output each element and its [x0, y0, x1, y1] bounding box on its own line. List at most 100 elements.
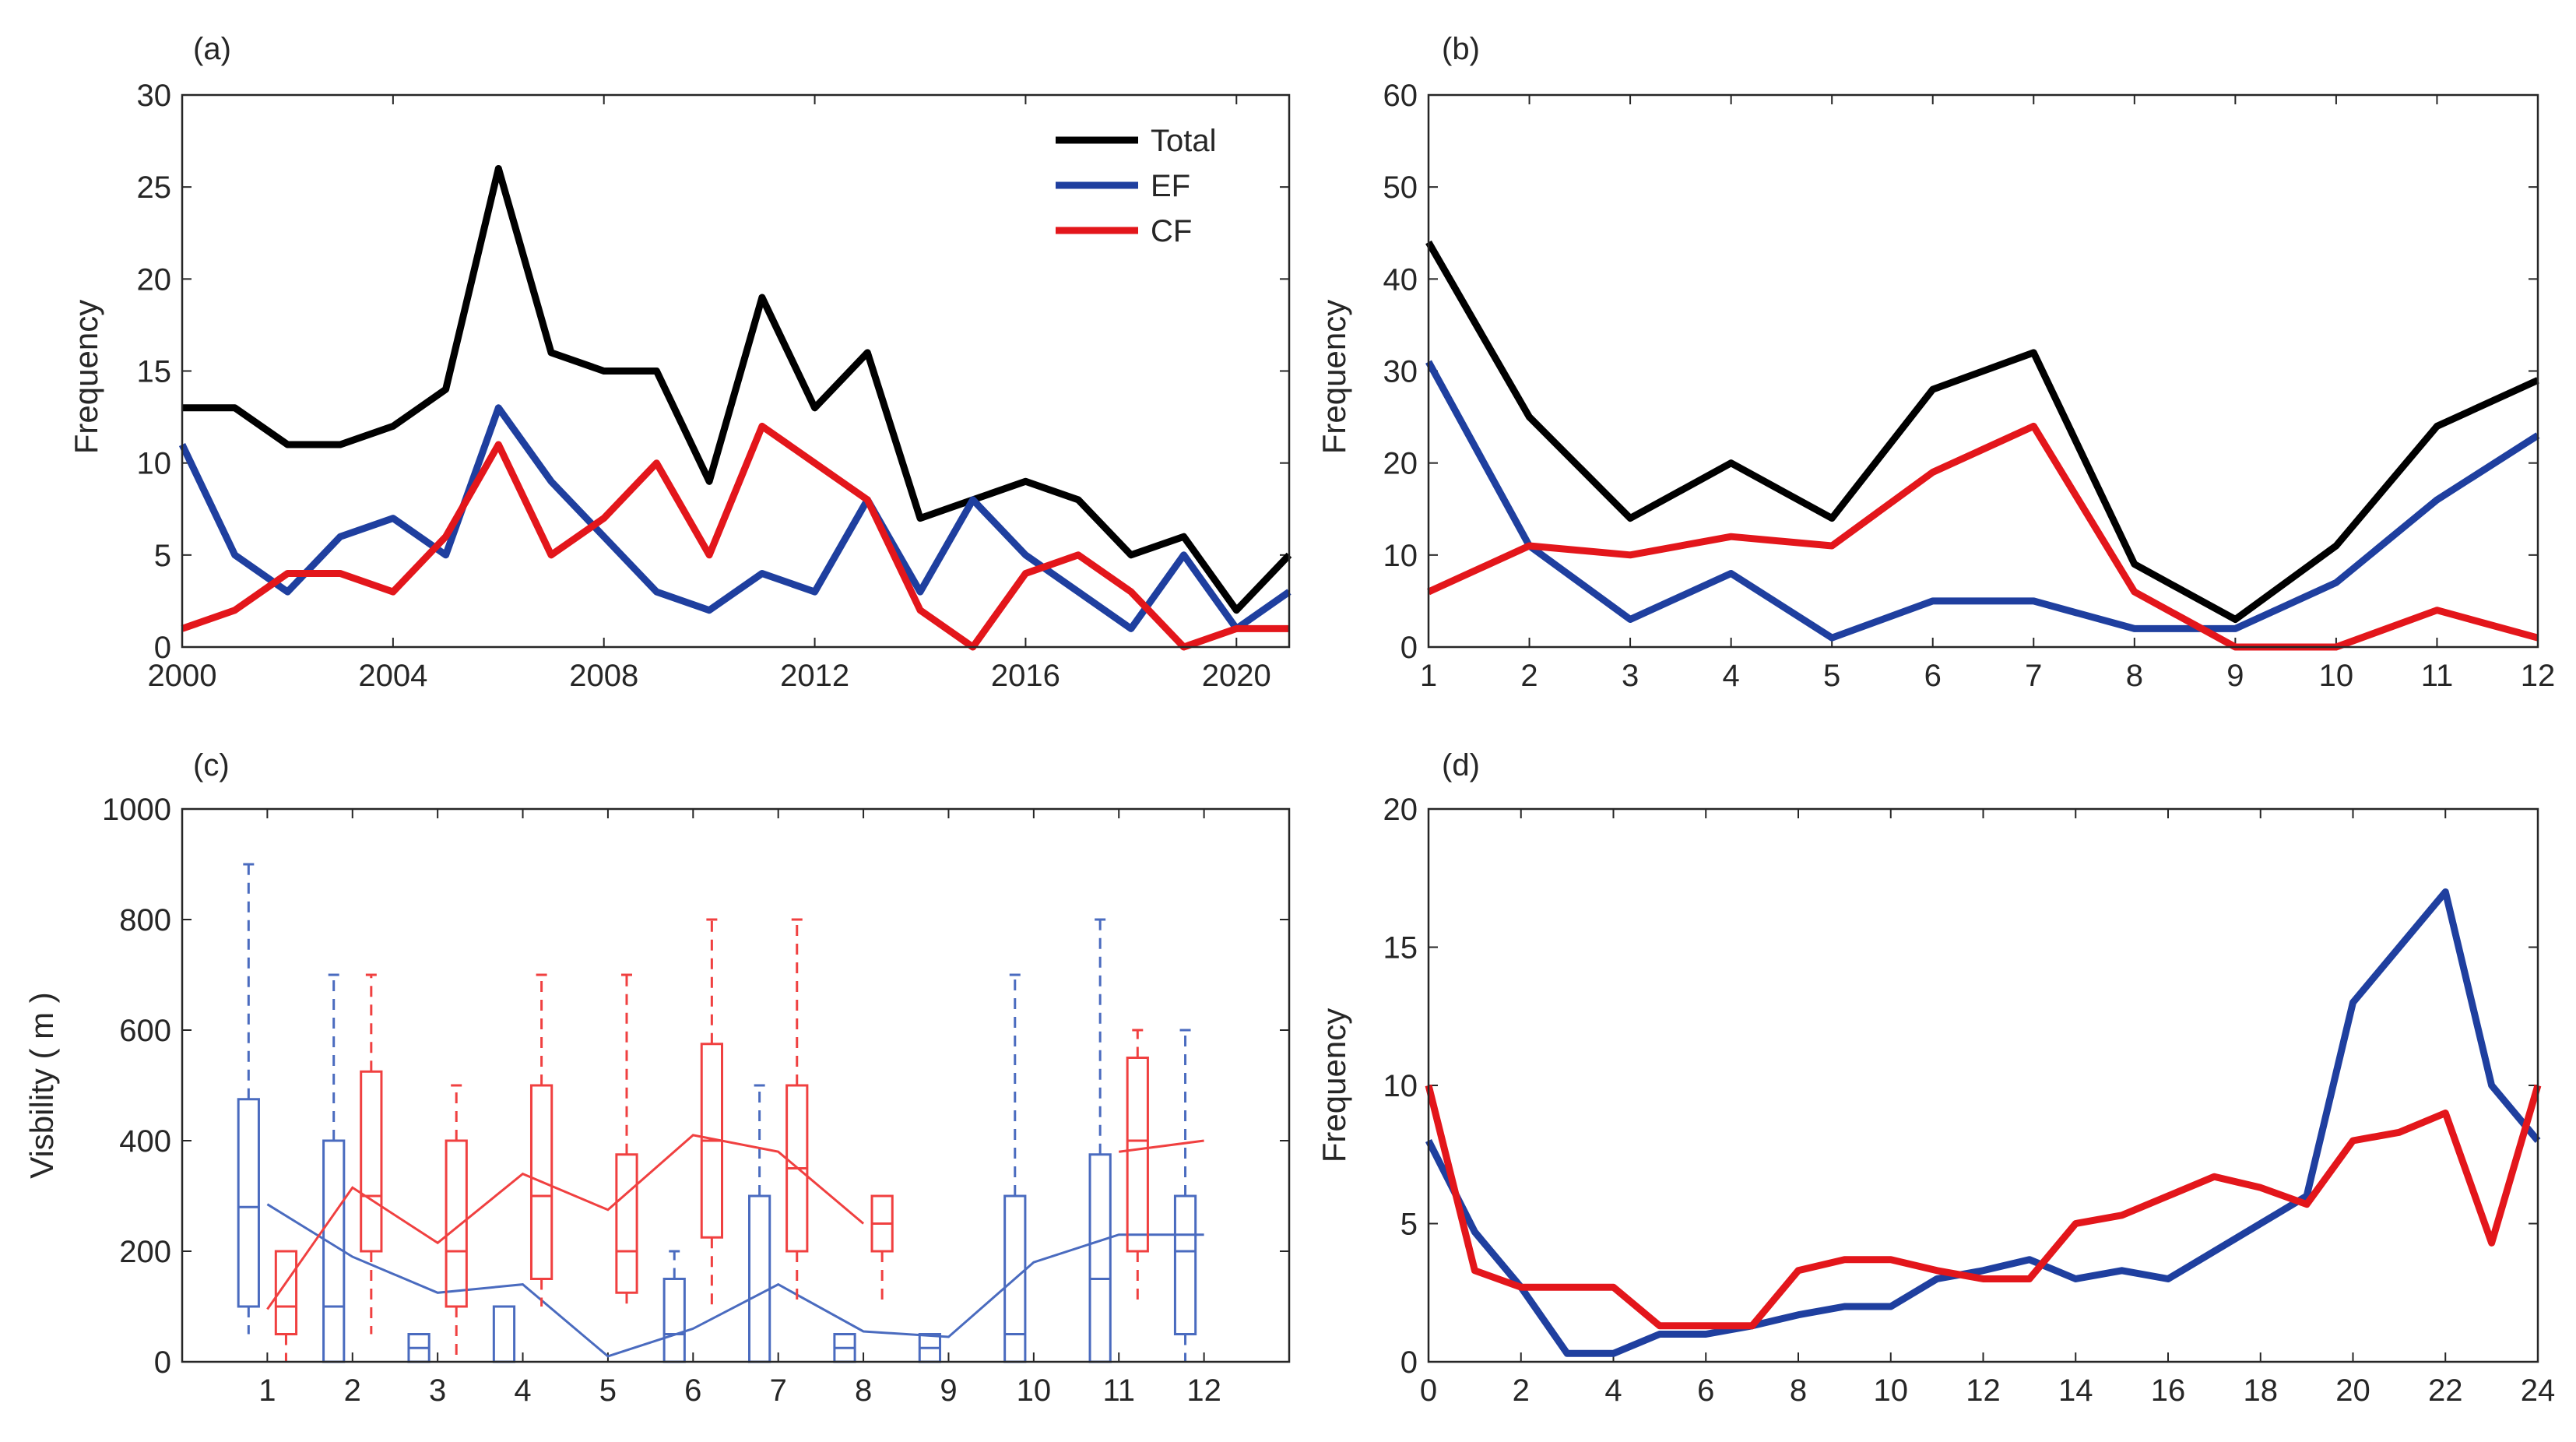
panel-c-ef-iqr-box: [1173, 1194, 1197, 1335]
panel-b-ef-line: [1425, 360, 2540, 642]
panel-c-xticks: 1 2 3 4 5 6 7 8 9 10 11 12: [258, 809, 1221, 1408]
panel-b-frame: [1427, 93, 2539, 649]
panel-b-xtick-label: 12: [2521, 659, 2556, 693]
panel-c-ef-box-month-8: [833, 1333, 856, 1363]
panel-a: (a) Frequency 2000 2004 2008 2012 2016 2020 0…: [68, 32, 1292, 693]
panel-c-ytick-label: 200: [119, 1235, 171, 1269]
panel-d-ef-line: [1425, 888, 2541, 1357]
panel-a-ytick-label: 10: [137, 447, 172, 481]
panel-b-ytick-label: 60: [1383, 79, 1418, 113]
panel-a-xtick-label: 2008: [569, 659, 638, 693]
panel-c-ef-box-month-3: [407, 1333, 431, 1363]
panel-b-ytick-label: 20: [1383, 447, 1418, 481]
panel-d-series: [1425, 888, 2542, 1357]
panel-c-ef-box-month-11: [1088, 918, 1112, 1363]
panel-d-xtick-label: 0: [1420, 1373, 1437, 1408]
panel-b-xtick-label: 10: [2319, 659, 2354, 693]
panel-a-ytick-label: 20: [137, 262, 172, 297]
panel-c-ef-iqr-box: [237, 1098, 260, 1308]
panel-c-xtick-label: 11: [1102, 1373, 1135, 1408]
panel-b-label: (b): [1442, 32, 1480, 66]
panel-b-xtick-label: 3: [1622, 659, 1639, 693]
panel-c-cf-box-month-5: [615, 973, 638, 1307]
panel-d-ytick-label: 10: [1383, 1069, 1418, 1103]
panel-c-xtick-label: 5: [599, 1373, 617, 1408]
panel-b-ytick-label: 10: [1383, 539, 1418, 573]
panel-b-xtick-label: 1: [1420, 659, 1437, 693]
panel-c-cf-box-month-11: [1126, 1029, 1149, 1307]
panel-d-xtick-label: 6: [1697, 1373, 1714, 1408]
panel-b-xtick-label: 7: [2025, 659, 2042, 693]
panel-c-ef-iqr-box: [492, 1305, 516, 1363]
panel-c-cf-iqr-box: [529, 1084, 554, 1280]
panel-c-ytick-label: 1000: [102, 793, 171, 827]
panel-c-label: (c): [193, 748, 230, 783]
panel-a-xtick-label: 2012: [780, 659, 849, 693]
panel-d-frame: [1427, 807, 2539, 1363]
panel-c-xtick-label: 4: [514, 1373, 531, 1408]
panel-b-xtick-label: 5: [1823, 659, 1840, 693]
panel-d-xtick-label: 20: [2335, 1373, 2370, 1408]
panel-c-yticks: 0 200 400 600 800 1000: [102, 793, 1289, 1380]
panel-c-xtick-label: 7: [770, 1373, 787, 1408]
panel-d-ytick-label: 20: [1383, 793, 1418, 827]
panel-c-ytick-label: 800: [119, 903, 171, 937]
panel-c-ef-iqr-box: [1088, 1153, 1112, 1363]
panel-c-cf-mean-line: [1119, 1139, 1204, 1153]
panel-c-ef-iqr-box: [662, 1278, 686, 1363]
panel-a-series: [178, 165, 1292, 651]
panel-c-frame: [181, 807, 1291, 1363]
panel-c-cf-iqr-box: [1126, 1057, 1149, 1253]
panel-c-ef-box-month-10: [1003, 973, 1027, 1363]
panel-b-xtick-label: 4: [1723, 659, 1740, 693]
panel-a-total-line: [182, 165, 1292, 614]
panel-c-ef-box-month-1: [237, 863, 260, 1335]
panel-a-xtick-label: 2000: [148, 659, 217, 693]
panel-c-xtick-label: 12: [1186, 1373, 1221, 1408]
panel-c-ef-box-month-12: [1173, 1029, 1197, 1362]
panel-a-label: (a): [193, 32, 231, 66]
panel-a-ytick-label: 25: [137, 171, 172, 205]
panel-d-ytick-label: 15: [1383, 931, 1418, 965]
panel-b-ytick-label: 40: [1383, 262, 1418, 297]
panel-d-yticks: 0 5 10 15 20: [1383, 793, 2538, 1380]
legend-cf-label: CF: [1151, 214, 1192, 248]
panel-d: (d) Frequency 0 2 4 6 8 10 12 14 16 18 20 22 24 0510…: [1316, 748, 2555, 1408]
panel-d-xtick-label: 16: [2151, 1373, 2186, 1408]
panel-c-cf-box-month-1: [274, 1250, 298, 1362]
panel-d-ytick-label: 0: [1400, 1345, 1418, 1380]
panel-c-ef-iqr-box: [748, 1194, 771, 1363]
panel-c-cf-box-month-3: [445, 1084, 468, 1362]
panel-b-xtick-label: 11: [2421, 659, 2454, 693]
panel-b-ytick-label: 50: [1383, 171, 1418, 205]
panel-a-ytick-label: 30: [137, 79, 172, 113]
panel-b-ytick-label: 0: [1400, 631, 1418, 665]
panel-c-ytick-label: 600: [119, 1014, 171, 1048]
panel-b-xtick-label: 6: [1924, 659, 1942, 693]
panel-b-xticks: 1 2 3 4 5 6 7 8 9 10 11 12: [1420, 95, 2555, 693]
panel-c-xtick-label: 3: [429, 1373, 446, 1408]
panel-c-xtick-label: 2: [344, 1373, 361, 1408]
panel-c-cf-iqr-box: [445, 1139, 468, 1308]
panel-c-ef-box-month-6: [662, 1250, 686, 1363]
panel-a-ytick-label: 5: [154, 539, 171, 573]
panel-a-xtick-label: 2016: [991, 659, 1060, 693]
panel-c-ytick-label: 0: [154, 1345, 171, 1380]
panel-d-xtick-label: 12: [1966, 1373, 2001, 1408]
panel-c-ytick-label: 400: [119, 1124, 171, 1159]
legend-ef-label: EF: [1151, 169, 1190, 203]
panel-b: (b) Frequency 1 2 3 4 5 6 7 8 9 10 11 12 0102030405…: [1316, 32, 2555, 693]
panel-c-ef-box-month-2: [322, 973, 346, 1363]
panel-c-cf-box-month-7: [785, 918, 809, 1307]
panel-d-xticks: 0 2 4 6 8 10 12 14 16 18 20 22 24: [1420, 809, 2555, 1408]
panel-c: (c) Visbility ( m ) 1 2 3 4 5 6 7 8 9 10 11 12 0200…: [23, 748, 1291, 1408]
panel-d-xtick-label: 24: [2521, 1373, 2556, 1408]
panel-a-ylabel: Frequency: [68, 300, 104, 454]
legend-total-label: Total: [1151, 124, 1217, 158]
panel-d-ytick-label: 5: [1400, 1208, 1418, 1242]
panel-a-xtick-label: 2004: [358, 659, 427, 693]
panel-d-xtick-label: 8: [1790, 1373, 1807, 1408]
panel-b-xtick-label: 8: [2126, 659, 2143, 693]
panel-b-ytick-label: 30: [1383, 355, 1418, 389]
